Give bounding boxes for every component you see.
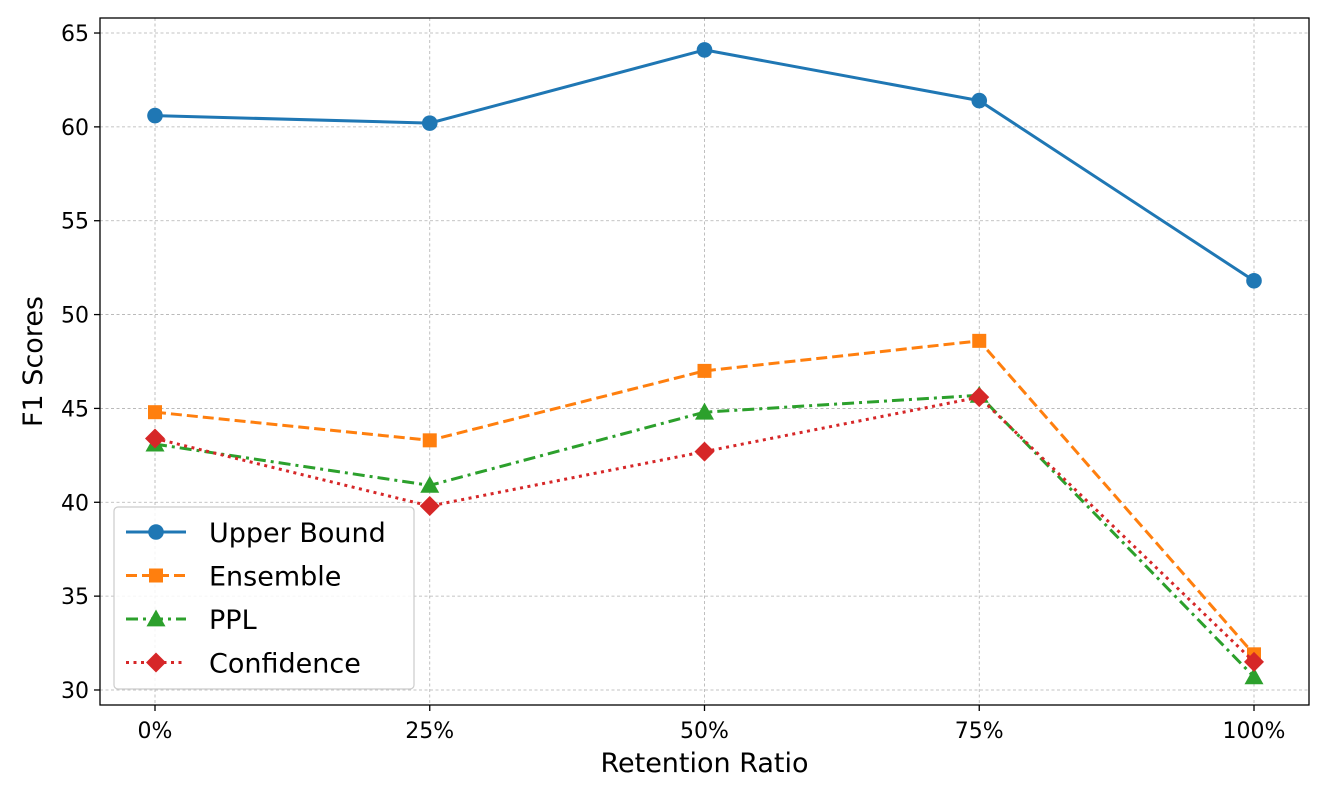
y-tick-label: 50 <box>61 304 89 329</box>
legend-entry: Upper Bound <box>126 518 386 549</box>
data-point <box>422 433 437 448</box>
legend-label: Confidence <box>209 649 361 680</box>
y-tick-label: 30 <box>61 679 89 704</box>
legend: Upper Bound Ensemble PPL Confidence <box>113 506 415 690</box>
data-point <box>696 42 713 58</box>
series-group <box>145 42 1264 685</box>
legend-box <box>113 506 415 690</box>
legend-entry: PPL <box>126 605 257 636</box>
data-point <box>694 441 715 462</box>
series-line <box>154 393 1256 678</box>
series-ensemble <box>148 333 1261 662</box>
legend-marker <box>146 652 166 673</box>
legend-label: Ensemble <box>209 562 341 593</box>
x-tick-label: 50% <box>680 719 729 744</box>
y-axis-title: F1 Scores <box>18 296 49 427</box>
data-point <box>971 92 988 109</box>
data-point <box>969 387 990 408</box>
data-point <box>420 475 440 493</box>
data-point <box>421 115 438 131</box>
data-point <box>1244 651 1264 672</box>
data-point <box>419 496 440 517</box>
legend-label: PPL <box>209 605 257 636</box>
x-tick-label: 75% <box>955 719 1004 744</box>
grid <box>100 18 1309 705</box>
legend-entry: Confidence <box>126 649 361 680</box>
data-point <box>147 107 163 124</box>
data-point <box>1246 272 1262 289</box>
data-point <box>697 363 712 378</box>
data-point <box>972 333 987 348</box>
series-upper-bound <box>147 42 1262 289</box>
data-point <box>148 405 162 420</box>
legend-marker <box>146 609 166 627</box>
legend-label: Upper Bound <box>209 518 386 549</box>
legend-marker <box>149 568 163 583</box>
series-confidence <box>145 387 1264 672</box>
y-tick-label: 60 <box>61 116 89 141</box>
data-point <box>1244 667 1264 685</box>
x-tick-label: 0% <box>138 719 173 744</box>
legend-marker <box>148 524 164 540</box>
data-point <box>695 402 714 420</box>
data-point <box>145 428 165 449</box>
series-line <box>154 339 1256 656</box>
y-axis: 30 35 40 45 50 55 60 65 <box>61 22 100 704</box>
y-tick-label: 35 <box>61 585 89 610</box>
legend-entry: Ensemble <box>126 562 341 593</box>
x-tick-label: 25% <box>405 719 454 744</box>
y-tick-label: 65 <box>61 22 89 47</box>
x-axis: 0% 25% 50% 75% 100% <box>138 705 1286 744</box>
x-axis-title: Retention Ratio <box>600 748 808 779</box>
x-tick-label: 100% <box>1223 719 1286 744</box>
y-tick-label: 45 <box>61 397 89 422</box>
y-tick-label: 40 <box>61 491 89 516</box>
y-tick-label: 55 <box>61 210 89 235</box>
